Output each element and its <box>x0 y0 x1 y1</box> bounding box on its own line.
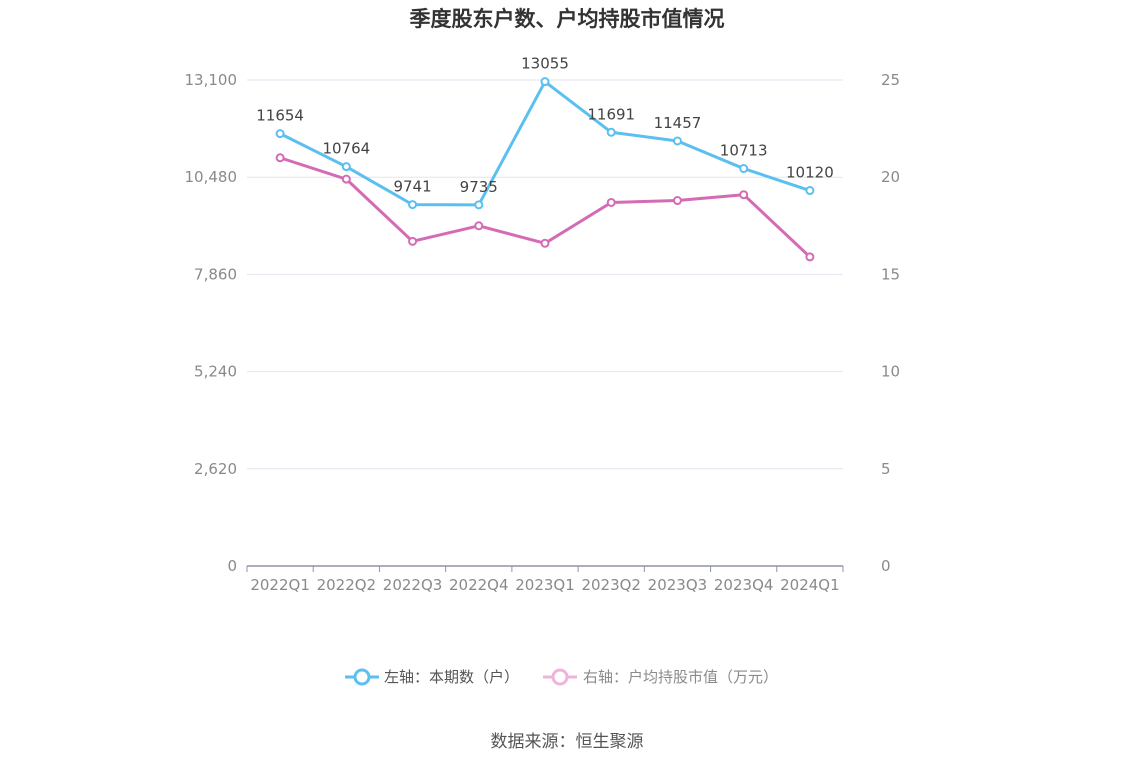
left-tick-label: 2,620 <box>194 460 237 478</box>
series-layer: 11654 10764 9741 9735 13055 11691 11457 10713 10… <box>256 55 834 262</box>
left-tick-label: 10,480 <box>185 168 238 186</box>
right-axis: 0 5 10 15 20 25 <box>881 71 900 575</box>
legend-marker-left <box>353 668 371 686</box>
right-tick-label: 15 <box>881 265 900 283</box>
x-tick-label: 2022Q3 <box>383 576 443 594</box>
x-tick-label: 2022Q2 <box>317 576 377 594</box>
x-tick-label: 2023Q2 <box>581 576 641 594</box>
right-tick-label: 10 <box>881 363 900 381</box>
data-point[interactable] <box>739 164 749 174</box>
left-axis: 0 2,620 5,240 7,860 10,480 13,100 <box>185 71 238 575</box>
data-label: 11457 <box>654 114 702 132</box>
x-tick-label: 2023Q4 <box>714 576 774 594</box>
right-tick-label: 25 <box>881 71 900 89</box>
left-tick-label: 13,100 <box>185 71 238 89</box>
data-label: 9741 <box>393 178 431 196</box>
data-point[interactable] <box>672 136 682 146</box>
legend-item-right[interactable]: 右轴：户均持股市值（万元） <box>543 668 778 686</box>
data-point[interactable] <box>275 129 285 139</box>
left-tick-label: 0 <box>227 557 237 575</box>
data-point[interactable] <box>341 162 351 172</box>
x-tick-label: 2024Q1 <box>780 576 840 594</box>
legend-label-right: 右轴：户均持股市值（万元） <box>583 668 778 686</box>
data-point[interactable] <box>739 190 749 200</box>
data-point[interactable] <box>805 252 815 262</box>
legend-item-left[interactable]: 左轴：本期数（户） <box>345 668 519 686</box>
data-point[interactable] <box>474 221 484 231</box>
x-axis: 2022Q1 2022Q2 2022Q3 2022Q4 2023Q1 2023Q2 2023… <box>246 566 844 594</box>
data-point[interactable] <box>805 186 815 196</box>
x-tick-label: 2023Q1 <box>515 576 575 594</box>
data-point[interactable] <box>408 236 418 246</box>
x-tick-label: 2022Q4 <box>449 576 509 594</box>
chart-title: 季度股东户数、户均持股市值情况 <box>410 7 725 31</box>
right-tick-label: 5 <box>881 460 891 478</box>
left-tick-label: 7,860 <box>194 265 237 283</box>
data-point[interactable] <box>408 200 418 210</box>
x-tick-label: 2023Q3 <box>648 576 708 594</box>
data-label: 10764 <box>322 140 370 158</box>
data-label: 10713 <box>720 142 768 160</box>
data-point[interactable] <box>540 238 550 248</box>
data-point[interactable] <box>474 200 484 210</box>
data-point[interactable] <box>540 77 550 87</box>
right-tick-label: 20 <box>881 168 900 186</box>
data-label: 11654 <box>256 107 304 125</box>
x-tick-label: 2022Q1 <box>250 576 310 594</box>
data-point[interactable] <box>341 174 351 184</box>
data-label: 13055 <box>521 55 569 73</box>
data-source: 数据来源：恒生聚源 <box>491 732 644 752</box>
data-point[interactable] <box>275 153 285 163</box>
legend: 左轴：本期数（户） 右轴：户均持股市值（万元） <box>345 668 778 686</box>
data-point[interactable] <box>606 197 616 207</box>
left-tick-label: 5,240 <box>194 363 237 381</box>
data-label: 9735 <box>460 178 498 196</box>
data-point[interactable] <box>672 196 682 206</box>
data-label: 11691 <box>587 105 635 123</box>
legend-marker-right <box>551 668 569 686</box>
legend-label-left: 左轴：本期数（户） <box>384 668 519 686</box>
right-tick-label: 0 <box>881 557 891 575</box>
data-point[interactable] <box>606 127 616 137</box>
data-label: 10120 <box>786 164 834 182</box>
